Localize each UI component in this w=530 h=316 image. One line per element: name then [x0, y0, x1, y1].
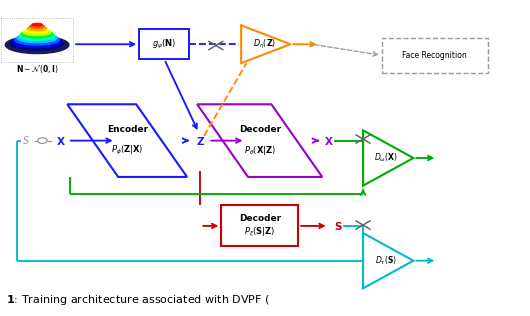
Ellipse shape — [21, 30, 53, 38]
Text: $P_{\theta}(\mathbf{X}|\mathbf{Z})$: $P_{\theta}(\mathbf{X}|\mathbf{Z})$ — [244, 143, 276, 157]
Polygon shape — [363, 233, 413, 288]
FancyBboxPatch shape — [222, 205, 298, 246]
Text: Encoder: Encoder — [107, 125, 148, 134]
Text: $D_{\tau}(\mathbf{S})$: $D_{\tau}(\mathbf{S})$ — [375, 254, 397, 267]
Text: $\mathbf{S}$: $\mathbf{S}$ — [334, 220, 342, 232]
Ellipse shape — [17, 33, 57, 43]
Text: $\mathbf{N} \sim \mathcal{N}(\mathbf{0}, \mathbf{I})$: $\mathbf{N} \sim \mathcal{N}(\mathbf{0},… — [16, 63, 58, 75]
Polygon shape — [363, 130, 413, 186]
Text: $D_{\eta}(\mathbf{Z})$: $D_{\eta}(\mathbf{Z})$ — [253, 38, 276, 51]
FancyBboxPatch shape — [139, 29, 190, 59]
Ellipse shape — [15, 34, 59, 45]
Text: $\mathbf{X}$: $\mathbf{X}$ — [324, 135, 333, 147]
Polygon shape — [241, 25, 290, 63]
Text: Decoder: Decoder — [238, 215, 281, 223]
Text: $P_{\phi}(\mathbf{Z}|\mathbf{X})$: $P_{\phi}(\mathbf{Z}|\mathbf{X})$ — [111, 143, 144, 157]
Ellipse shape — [28, 26, 47, 31]
Text: $\mathbf{1}$: Training architecture associated with DVPF (: $\mathbf{1}$: Training architecture asso… — [6, 293, 270, 307]
Ellipse shape — [13, 36, 61, 47]
Text: $\mathbf{X}$: $\mathbf{X}$ — [56, 135, 66, 147]
Ellipse shape — [19, 32, 55, 40]
Text: $g_{\psi}(\mathbf{N})$: $g_{\psi}(\mathbf{N})$ — [152, 38, 176, 51]
Ellipse shape — [23, 29, 51, 35]
Ellipse shape — [11, 37, 64, 50]
Text: Face Recognition: Face Recognition — [402, 51, 467, 60]
Ellipse shape — [25, 27, 49, 33]
Ellipse shape — [32, 23, 42, 26]
Text: S: S — [23, 136, 30, 146]
FancyBboxPatch shape — [382, 38, 488, 73]
Ellipse shape — [30, 25, 45, 28]
Polygon shape — [67, 104, 187, 177]
Ellipse shape — [5, 36, 69, 54]
Text: Decoder: Decoder — [238, 125, 281, 134]
Text: $P_{\xi}(\mathbf{S}|\mathbf{Z})$: $P_{\xi}(\mathbf{S}|\mathbf{Z})$ — [244, 226, 276, 240]
Text: $D_{\omega}(\mathbf{X})$: $D_{\omega}(\mathbf{X})$ — [374, 152, 398, 164]
Text: $\mathbf{Z}$: $\mathbf{Z}$ — [196, 135, 205, 147]
Polygon shape — [197, 104, 322, 177]
